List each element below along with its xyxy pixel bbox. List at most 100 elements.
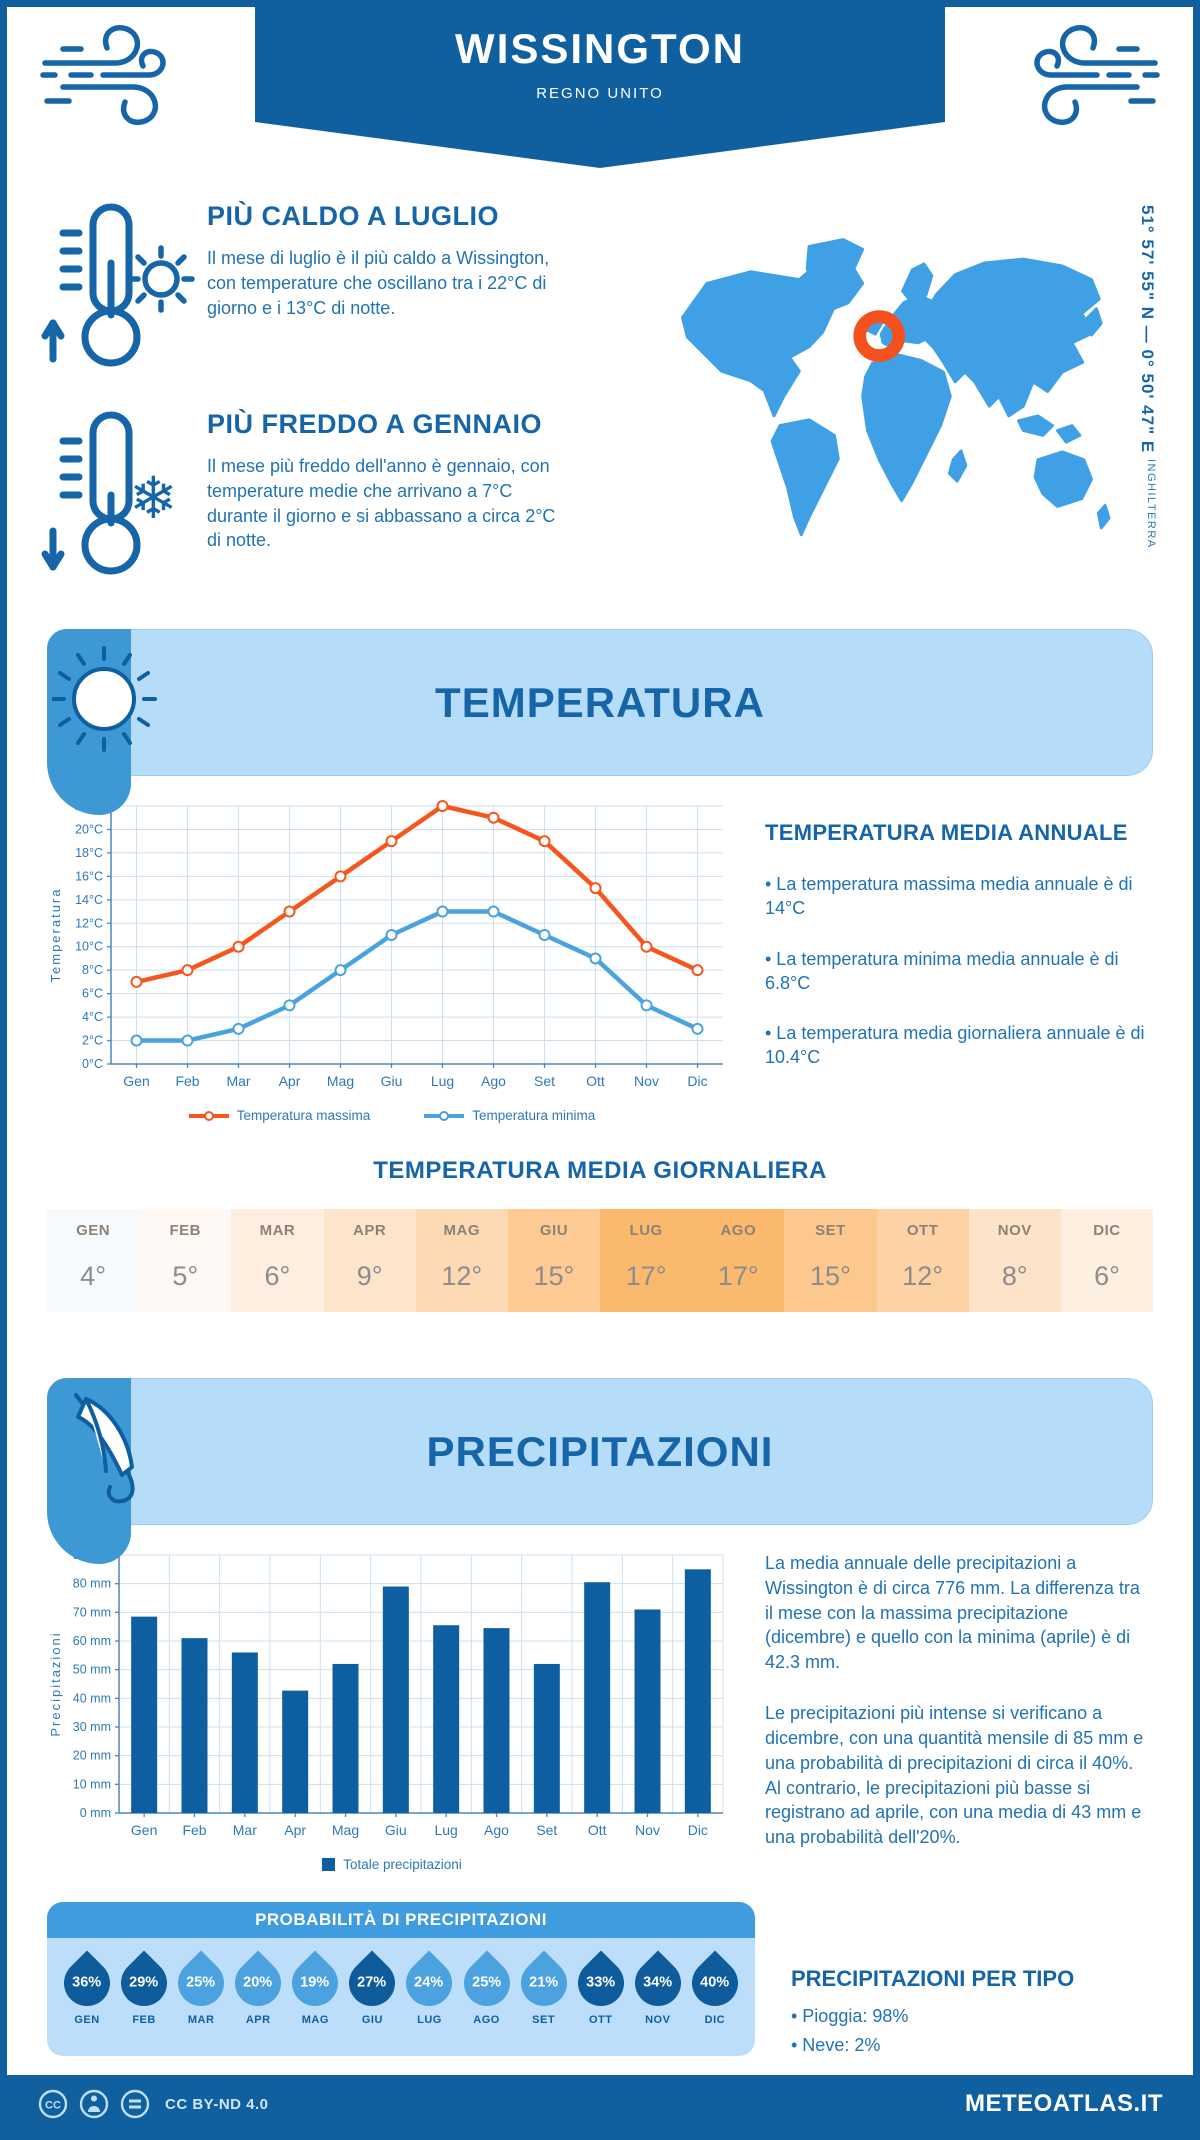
types-bullet: • Neve: 2% [791, 2035, 881, 2056]
svg-text:18°C: 18°C [75, 846, 103, 860]
daily-temperature-value: 17° [717, 1261, 759, 1291]
annual-bullet: • La temperatura minima media annuale è … [765, 948, 1119, 993]
svg-text:Giu: Giu [385, 1822, 407, 1838]
probability-drop-item: 25% AGO [454, 1950, 520, 2027]
daily-cell: FEB 5° [139, 1209, 232, 1312]
probability-month-label: SET [532, 2014, 556, 2027]
svg-text:70 mm: 70 mm [73, 1605, 111, 1619]
daily-cell: GEN 4° [47, 1209, 140, 1312]
daily-cell: GIU 15° [507, 1209, 601, 1312]
svg-text:Lug: Lug [434, 1822, 457, 1838]
water-drop-icon: 40% [682, 1950, 748, 2016]
probability-value: 25% [186, 1975, 216, 1992]
types-title: PRECIPITAZIONI PER TIPO [791, 1966, 1075, 1992]
precipitation-legend: Totale precipitazioni [47, 1857, 737, 1872]
annual-bullet: • La temperatura media giornaliera annua… [765, 1023, 1145, 1068]
types-bullet: • Pioggia: 98% [791, 2006, 909, 2027]
sun-banner-icon [52, 646, 157, 752]
svg-text:Nov: Nov [634, 1073, 659, 1089]
license-text: CC BY-ND 4.0 [165, 2095, 269, 2113]
legend-item: Temperatura minima [424, 1108, 595, 1123]
daily-temperature-value: 6° [1094, 1261, 1120, 1291]
water-drop-icon: 29% [111, 1950, 177, 2016]
svg-text:12°C: 12°C [75, 916, 103, 930]
svg-text:Gen: Gen [131, 1822, 157, 1838]
header: WISSINGTON REGNO UNITO [7, 7, 1193, 185]
probability-drop-item: 21% SET [511, 1950, 577, 2027]
daily-cell: MAR 6° [231, 1209, 324, 1312]
daily-temperature-value: 15° [810, 1261, 851, 1291]
precipitation-content: 0 mm 10 mm 20 mm 30 mm 40 mm 50 mm 60 mm 70 mm 8… [7, 1539, 1193, 1876]
thermometer-cold-icon: ❄ [41, 407, 199, 575]
svg-text:60 mm: 60 mm [73, 1634, 111, 1648]
daily-month-label: FEB [169, 1222, 201, 1239]
water-drop-icon: 25% [454, 1950, 520, 2016]
svg-text:Gen: Gen [123, 1073, 149, 1089]
intro-section: PIÙ CALDO A LUGLIO Il mese di luglio è i… [7, 185, 1193, 575]
svg-text:Ago: Ago [481, 1073, 506, 1089]
svg-text:0°C: 0°C [82, 1057, 103, 1071]
svg-text:20°C: 20°C [75, 822, 103, 836]
svg-text:Apr: Apr [284, 1822, 306, 1838]
cc-attribution-icon [79, 2089, 109, 2119]
svg-text:Giu: Giu [381, 1073, 403, 1089]
precipitation-types-block: PRECIPITAZIONI PER TIPO • Pioggia: 98% •… [791, 1902, 1153, 2056]
daily-month-label: MAG [443, 1222, 481, 1239]
svg-text:16°C: 16°C [75, 869, 103, 883]
probability-drop-item: 25% MAR [168, 1950, 234, 2026]
probability-drop-item: 24% LUG [396, 1950, 462, 2027]
daily-cell: DIC 6° [1060, 1209, 1154, 1312]
svg-text:Mar: Mar [226, 1073, 250, 1089]
daily-month-label: APR [353, 1222, 387, 1239]
coldest-title: PIÙ FREDDO A GENNAIO [207, 409, 543, 439]
temperature-banner: TEMPERATURA [47, 629, 1153, 815]
precipitation-paragraph: La media annuale delle precipitazioni a … [765, 1553, 1140, 1673]
probability-month-label: LUG [417, 2014, 442, 2027]
daily-month-label: NOV [997, 1222, 1032, 1239]
coordinates-text: 51° 57' 55" N — 0° 50' 47" E [1138, 205, 1157, 454]
svg-text:80 mm: 80 mm [73, 1577, 111, 1591]
water-drop-icon: 21% [511, 1950, 577, 2016]
probability-month-label: DIC [704, 2014, 726, 2027]
footer: CC CC BY-ND 4.0 METEOATLAS.IT [7, 2075, 1193, 2133]
probability-value: 21% [529, 1975, 559, 1992]
probability-drop-item: 34% NOV [625, 1950, 691, 2026]
probability-drop-item: 27% GIU [339, 1950, 405, 2026]
warmest-title: PIÙ CALDO A LUGLIO [207, 201, 499, 231]
svg-text:0 mm: 0 mm [80, 1806, 111, 1820]
legend-item: Temperatura massima [188, 1108, 370, 1123]
precipitation-paragraph: Le precipitazioni più intense si verific… [765, 1703, 1144, 1848]
legend-swatch [322, 1858, 336, 1871]
water-drop-icon: 25% [168, 1950, 234, 2016]
daily-cell: NOV 8° [968, 1209, 1061, 1312]
daily-month-label: GEN [76, 1222, 111, 1239]
daily-temperature-value: 9° [356, 1261, 383, 1291]
svg-text:Mag: Mag [327, 1073, 354, 1089]
precipitation-probability-panel: PROBABILITÀ DI PRECIPITAZIONI 36% GEN 29% F… [47, 1902, 755, 2057]
banner-chevron [255, 122, 945, 168]
daily-month-label: AGO [720, 1222, 757, 1239]
probability-drop-item: 40% DIC [682, 1950, 748, 2027]
daily-cell: AGO 17° [692, 1209, 785, 1312]
svg-text:50 mm: 50 mm [73, 1663, 111, 1677]
daily-month-label: DIC [1093, 1222, 1121, 1239]
daily-temperature-table: GEN 4° FEB 5° MAR 6° APR 9° MAG 12° GIU 15° LUG 17° AG… [47, 1209, 1154, 1312]
svg-text:Ott: Ott [586, 1073, 605, 1089]
daily-temperature-value: 15° [533, 1261, 575, 1291]
page-title: WISSINGTON [455, 25, 745, 72]
probability-month-label: AGO [473, 2014, 500, 2027]
svg-text:4°C: 4°C [82, 1010, 103, 1024]
daily-month-label: GIU [539, 1222, 569, 1239]
legend-label: Temperatura minima [472, 1108, 596, 1123]
probability-drop-item: 20% APR [225, 1950, 291, 2027]
daily-month-label: LUG [629, 1222, 663, 1239]
svg-text:Precipitazioni: Precipitazioni [48, 1631, 63, 1736]
probability-month-label: APR [245, 2014, 271, 2027]
precipitation-banner: PRECIPITAZIONI [47, 1378, 1153, 1564]
svg-text:Dic: Dic [688, 1822, 708, 1838]
coldest-text: Il mese più freddo dell'anno è gennaio, … [207, 456, 556, 551]
precipitation-section-title: PRECIPITAZIONI [426, 1427, 774, 1475]
daily-cell: APR 9° [323, 1209, 416, 1312]
svg-text:Temperatura: Temperatura [48, 888, 63, 983]
